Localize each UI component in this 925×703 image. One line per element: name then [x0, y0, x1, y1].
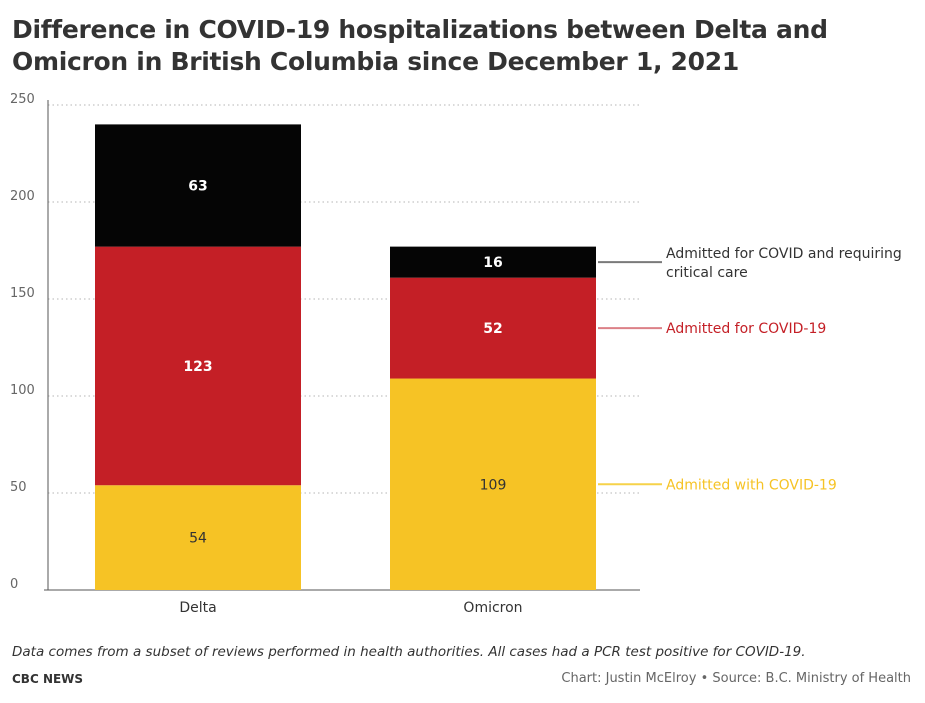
bar-segment-omicron-1	[390, 378, 596, 590]
y-tick-label: 200	[10, 189, 35, 204]
y-tick-label: 0	[10, 577, 18, 592]
y-tick-label: 150	[10, 286, 35, 301]
legend-label: Admitted for COVID-19	[666, 321, 826, 337]
y-tick-label: 50	[10, 480, 27, 495]
data-label: 52	[483, 321, 502, 337]
x-tick-label: Omicron	[463, 600, 522, 616]
stacked-bar-chart: 0 50 100 150 200 250 54 123 63 Delta 109 52 16 Omicro…	[10, 92, 902, 616]
bar-segment-omicron-2	[390, 277, 596, 379]
data-label: 54	[189, 531, 207, 547]
data-label: 123	[183, 359, 212, 375]
chart-title: Difference in COVID-19 hospitalizations …	[12, 15, 828, 76]
x-tick-label: Delta	[179, 600, 216, 616]
y-tick-label: 100	[10, 383, 35, 398]
brand-logo-text: CBC NEWS	[12, 672, 84, 686]
legend-label: Admitted for COVID and requiring critical…	[666, 246, 902, 281]
y-tick-label: 250	[10, 92, 35, 107]
data-label: 63	[188, 179, 207, 195]
data-label: 16	[483, 255, 502, 271]
bar-segment-omicron-3	[390, 246, 596, 278]
chart-footnote: Data comes from a subset of reviews perf…	[12, 644, 806, 660]
legend-label: Admitted with COVID-19	[666, 477, 837, 493]
data-label: 109	[480, 477, 507, 493]
bar-segment-delta-1	[95, 485, 301, 590]
bar-segment-delta-2	[95, 246, 301, 486]
chart-credit: Chart: Justin McElroy • Source: B.C. Min…	[561, 671, 911, 686]
bar-segment-delta-3	[95, 124, 301, 247]
